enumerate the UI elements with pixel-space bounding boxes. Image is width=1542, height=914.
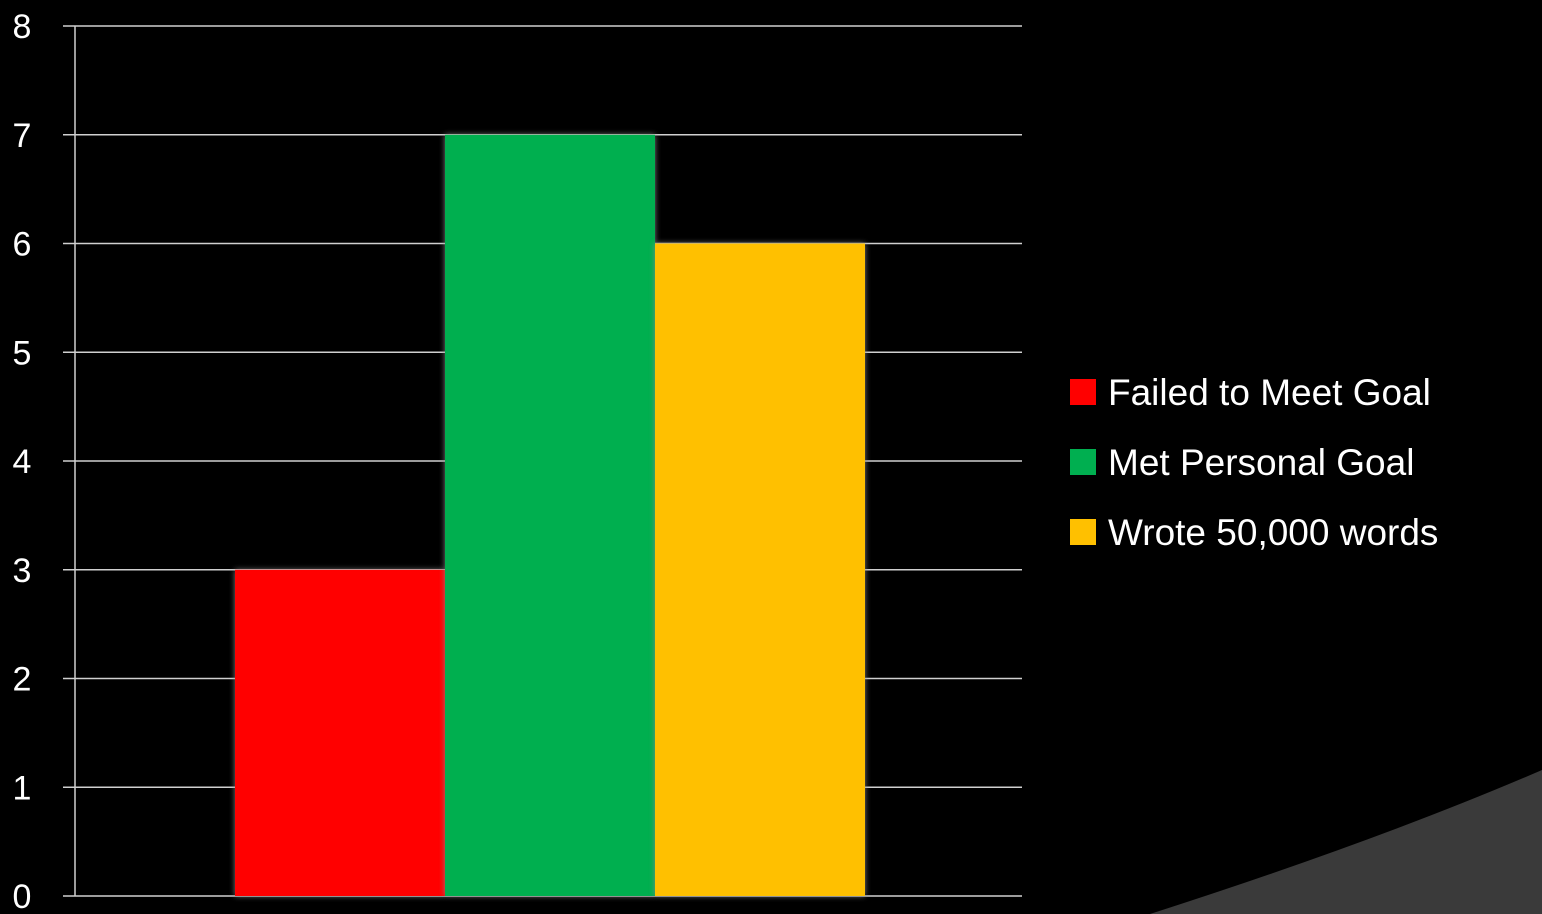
legend-label: Failed to Meet Goal: [1108, 372, 1431, 413]
bar: [235, 569, 445, 896]
y-tick-label: 0: [13, 878, 32, 914]
y-tick-label: 2: [13, 661, 32, 699]
y-tick-label: 5: [13, 334, 32, 372]
y-tick-label: 3: [13, 552, 32, 590]
y-axis-ticks: 0 1 2 3 4 5 6 7 8: [13, 8, 32, 914]
bars: [235, 134, 865, 896]
corner-decoration: [1150, 770, 1542, 914]
y-tick-label: 8: [13, 8, 32, 46]
legend-label: Wrote 50,000 words: [1108, 512, 1438, 553]
y-tick-label: 6: [13, 226, 32, 264]
legend-swatch: [1070, 449, 1096, 475]
legend-swatch: [1070, 379, 1096, 405]
y-tick-label: 7: [13, 117, 32, 155]
legend: Failed to Meet Goal Met Personal Goal Wrot…: [1070, 372, 1438, 553]
y-tick-label: 1: [13, 769, 32, 807]
legend-label: Met Personal Goal: [1108, 442, 1414, 483]
legend-swatch: [1070, 519, 1096, 545]
bar: [655, 243, 865, 896]
y-tick-label: 4: [13, 443, 32, 481]
bar: [445, 134, 655, 896]
